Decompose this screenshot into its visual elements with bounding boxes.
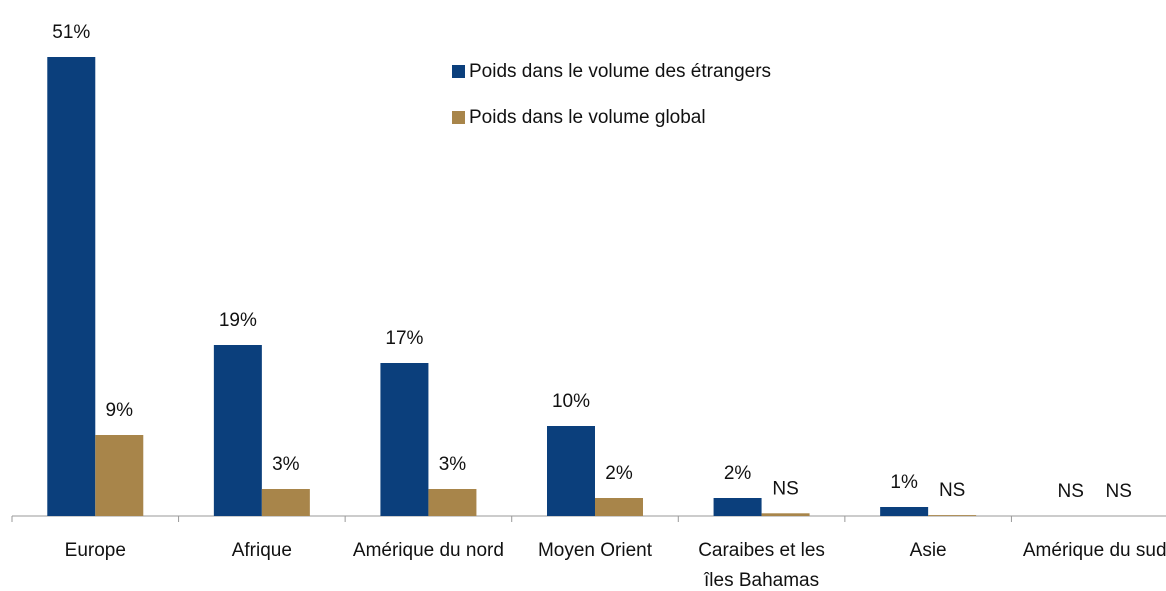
data-label: 2% [605,463,633,484]
data-label: NS [1058,481,1084,502]
data-label: 10% [552,391,590,412]
bar [547,426,595,516]
bar [47,57,96,516]
data-label: 17% [385,328,423,349]
data-label: NS [939,480,965,501]
x-tick-label: Asie [909,540,947,561]
data-label: 2% [724,463,752,484]
data-label: NS [1106,481,1132,502]
legend-label: Poids dans le volume global [469,107,706,128]
legend-swatch [452,111,465,124]
bar [380,363,429,516]
data-label: 19% [219,310,257,331]
bar [713,498,762,516]
data-label: 3% [272,454,300,475]
x-tick-label: Amérique du sud [1022,540,1166,561]
data-label: 1% [890,472,918,493]
data-label: 9% [106,400,134,421]
legend-label: Poids dans le volume des étrangers [469,61,771,82]
x-tick-label: Afrique [231,540,292,561]
bar [213,345,262,516]
x-tick-label: Moyen Orient [537,540,653,561]
bar [95,435,144,516]
legend-swatch [452,65,465,78]
x-tick-label: Europe [64,540,126,561]
data-label: NS [772,478,798,499]
bar [428,489,477,516]
bar [595,498,643,516]
bar [928,515,977,516]
bar [261,489,310,516]
bar [880,507,929,516]
x-tick-label: Caraibes et les îles Bahamas [698,540,825,591]
bar [761,513,810,516]
data-label: 51% [52,22,90,43]
data-label: 3% [439,454,467,475]
x-tick-label: Amérique du nord [352,540,504,561]
